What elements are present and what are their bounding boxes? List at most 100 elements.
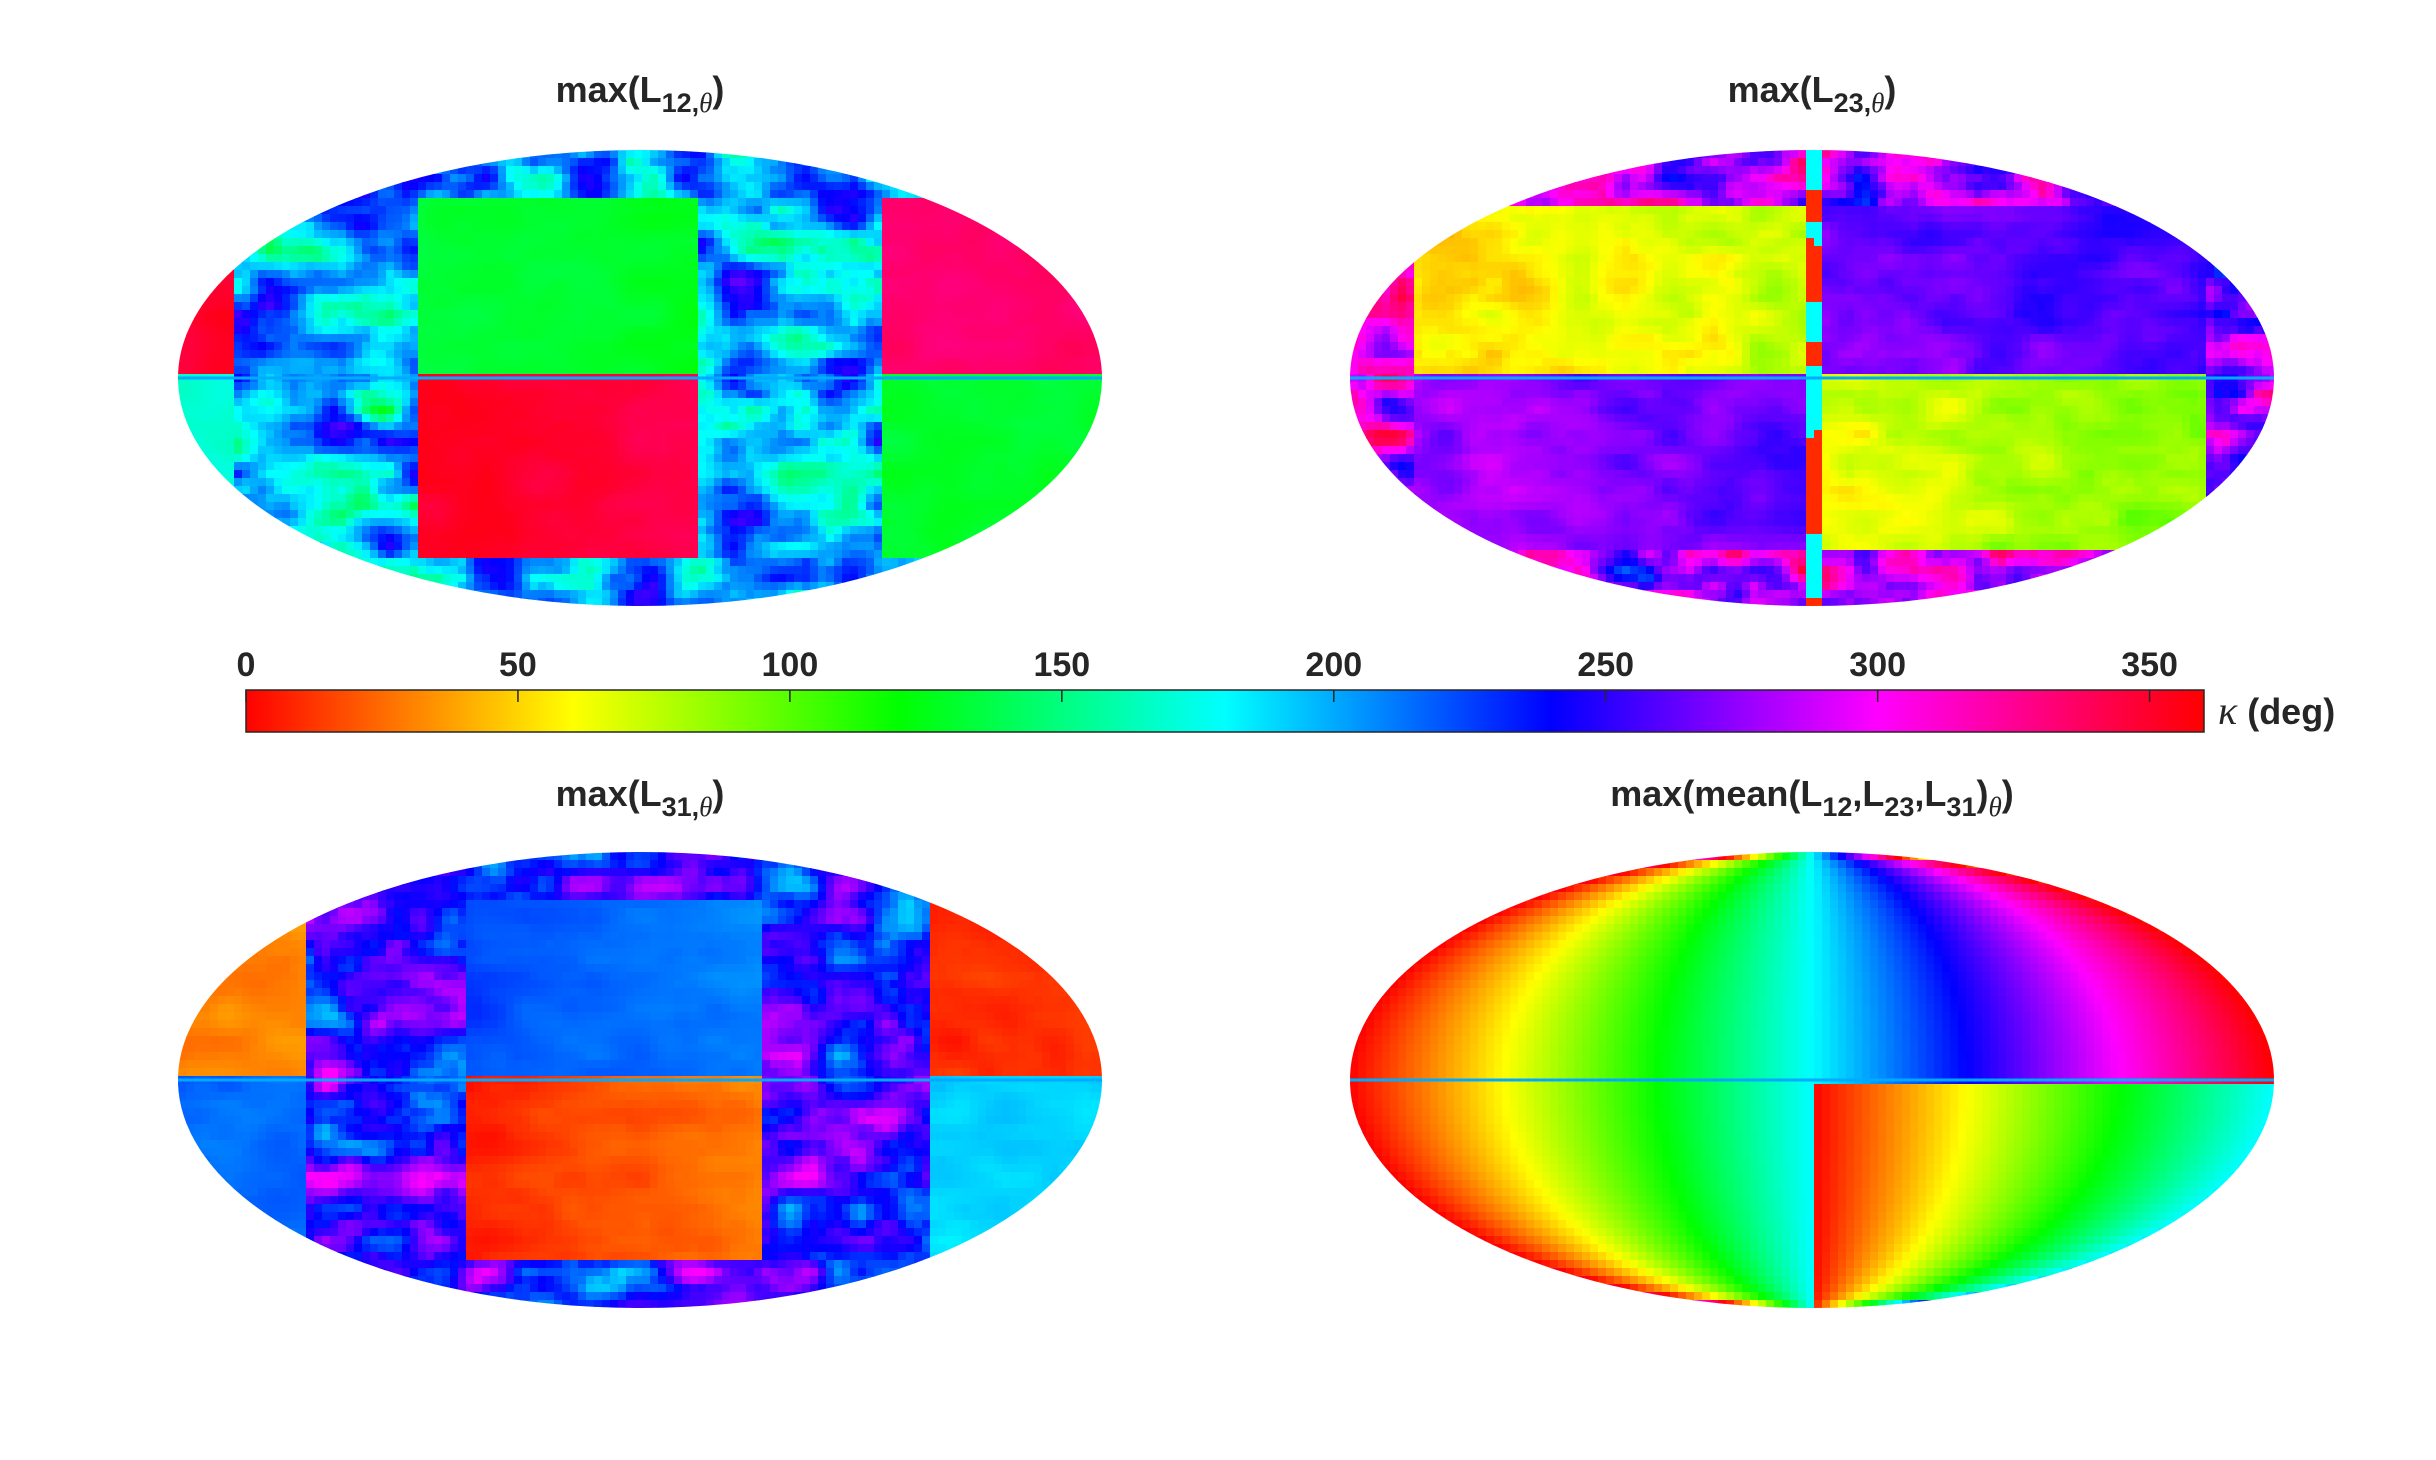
map-cell <box>482 462 491 471</box>
map-cell <box>850 334 859 343</box>
map-cell <box>882 462 891 471</box>
map-cell <box>602 518 611 527</box>
map-cell <box>1034 470 1043 479</box>
map-cell <box>554 446 563 455</box>
map-cell <box>410 502 419 511</box>
map-cell <box>730 286 739 295</box>
map-cell <box>338 366 347 375</box>
map-cell <box>482 294 491 303</box>
map-cell <box>738 286 747 295</box>
map-cell <box>290 478 299 487</box>
map-cell <box>754 398 763 407</box>
map-cell <box>226 494 235 503</box>
map-cell <box>298 222 307 231</box>
map-cell <box>210 302 219 311</box>
map-cell <box>962 222 971 231</box>
map-cell <box>226 302 235 311</box>
map-cell <box>538 270 547 279</box>
map-cell <box>850 470 859 479</box>
map-cell <box>978 406 987 415</box>
map-cell <box>418 430 427 439</box>
map-cell <box>386 414 395 423</box>
map-cell <box>514 518 523 527</box>
map-cell <box>938 206 947 215</box>
map-cell <box>738 390 747 399</box>
map-cell <box>898 350 907 359</box>
map-cell <box>522 230 531 239</box>
map-cell <box>690 230 699 239</box>
map-cell <box>898 230 907 239</box>
map-cell <box>658 342 667 351</box>
map-cell <box>202 462 211 471</box>
map-cell <box>746 254 755 263</box>
map-cell <box>458 390 467 399</box>
map-cell <box>610 390 619 399</box>
map-cell <box>930 438 939 447</box>
map-cell <box>850 422 859 431</box>
map-cell <box>522 350 531 359</box>
map-cell <box>322 478 331 487</box>
map-cell <box>978 358 987 367</box>
map-cell <box>482 174 491 183</box>
map-cell <box>298 518 307 527</box>
map-cell <box>778 478 787 487</box>
map-cell <box>290 286 299 295</box>
map-cell <box>306 422 315 431</box>
map-cell <box>970 422 979 431</box>
map-cell <box>746 430 755 439</box>
map-cell <box>498 310 507 319</box>
map-cell <box>866 286 875 295</box>
map-cell <box>682 238 691 247</box>
map-cell <box>298 238 307 247</box>
map-cell <box>1066 462 1075 471</box>
map-cell <box>666 214 675 223</box>
map-cell <box>314 510 323 519</box>
map-cell <box>218 462 227 471</box>
map-cell <box>1042 478 1051 487</box>
map-cell <box>210 350 219 359</box>
map-cell <box>458 414 467 423</box>
map-cell <box>234 446 243 455</box>
map-cell <box>386 390 395 399</box>
map-cell <box>874 446 883 455</box>
map-cell <box>402 526 411 535</box>
map-cell <box>530 174 539 183</box>
map-cell <box>602 390 611 399</box>
map-cell <box>594 270 603 279</box>
map-cell <box>450 262 459 271</box>
map-cell <box>730 366 739 375</box>
map-cell <box>778 382 787 391</box>
map-cell <box>370 310 379 319</box>
map-cell <box>938 534 947 543</box>
map-cell <box>658 414 667 423</box>
map-cell <box>802 246 811 255</box>
map-cell <box>746 182 755 191</box>
map-cell <box>610 238 619 247</box>
map-cell <box>538 198 547 207</box>
map-cell <box>586 334 595 343</box>
map-cell <box>506 270 515 279</box>
map-cell <box>1002 390 1011 399</box>
map-cell <box>866 358 875 367</box>
map-cell <box>682 342 691 351</box>
map-cell <box>426 318 435 327</box>
map-cell <box>242 358 251 367</box>
map-cell <box>234 318 243 327</box>
map-cell <box>474 414 483 423</box>
map-cell <box>458 430 467 439</box>
map-cell <box>786 182 795 191</box>
map-cell <box>298 278 307 287</box>
map-cell <box>322 470 331 479</box>
map-cell <box>322 310 331 319</box>
map-cell <box>610 510 619 519</box>
map-cell <box>802 238 811 247</box>
map-cell <box>794 262 803 271</box>
map-cell <box>930 366 939 375</box>
map-cell <box>274 230 283 239</box>
map-cell <box>930 494 939 503</box>
map-cell <box>298 206 307 215</box>
map-cell <box>946 326 955 335</box>
map-cell <box>1082 422 1091 431</box>
map-cell <box>618 198 627 207</box>
map-cell <box>514 334 523 343</box>
